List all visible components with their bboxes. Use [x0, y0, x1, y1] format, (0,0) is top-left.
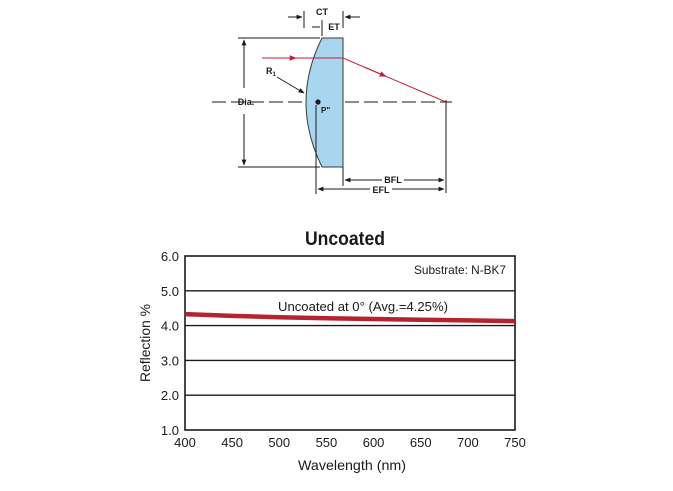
plano-convex-lens	[305, 37, 344, 168]
plot-area	[184, 255, 516, 431]
chart-title: Uncoated	[305, 229, 385, 250]
efl-label: EFL	[373, 185, 391, 195]
y-axis-label: Reflection %	[137, 304, 153, 382]
x-tick-label: 550	[316, 435, 338, 450]
r1-letter: R	[266, 66, 273, 76]
ct-dimension	[288, 11, 360, 28]
y-tick-label: 1.0	[161, 423, 179, 438]
x-axis-label: Wavelength (nm)	[298, 457, 406, 473]
x-tick-label: 650	[410, 435, 432, 450]
grid-lines	[185, 290, 515, 396]
y-tick-label: 5.0	[161, 284, 179, 299]
annotation-series: Uncoated at 0° (Avg.=4.25%)	[278, 300, 448, 314]
ct-label: CT	[316, 7, 328, 17]
et-dimension	[312, 20, 323, 36]
x-tick-label: 600	[363, 435, 385, 450]
x-tick-label: 500	[268, 435, 290, 450]
x-tick-labels: 400 450 500 550 600 650 700 750	[174, 435, 526, 450]
y-tick-label: 3.0	[161, 353, 179, 368]
annotation-substrate: Substrate: N-BK7	[414, 263, 506, 277]
lens-diagram: CT ET Dia. R1 P" BFL	[212, 7, 452, 195]
bfl-label: BFL	[384, 175, 402, 185]
y-tick-label: 4.0	[161, 319, 179, 334]
dia-label: Dia.	[238, 97, 255, 107]
x-tick-label: 750	[504, 435, 526, 450]
principal-point-label: P"	[321, 106, 330, 115]
x-tick-label: 450	[221, 435, 243, 450]
series-line-uncoated	[184, 311, 516, 324]
principal-point-dot	[315, 99, 321, 105]
y-tick-label: 2.0	[161, 388, 179, 403]
light-ray	[262, 57, 447, 103]
x-tick-label: 400	[174, 435, 196, 450]
x-tick-label: 700	[457, 435, 479, 450]
reflection-chart: Uncoated 1.0 2.0 3.0 4.0 5.0 6.0 400 450 500 550…	[137, 229, 526, 473]
r1-label: R1	[266, 66, 277, 78]
y-tick-label: 6.0	[161, 249, 179, 264]
r1-subscript: 1	[273, 72, 277, 78]
ray-arrow-2	[363, 66, 387, 77]
r1-leader	[276, 76, 305, 94]
diameter-dimension	[238, 37, 320, 168]
et-label: ET	[328, 22, 340, 32]
y-tick-labels: 1.0 2.0 3.0 4.0 5.0 6.0	[161, 249, 179, 438]
